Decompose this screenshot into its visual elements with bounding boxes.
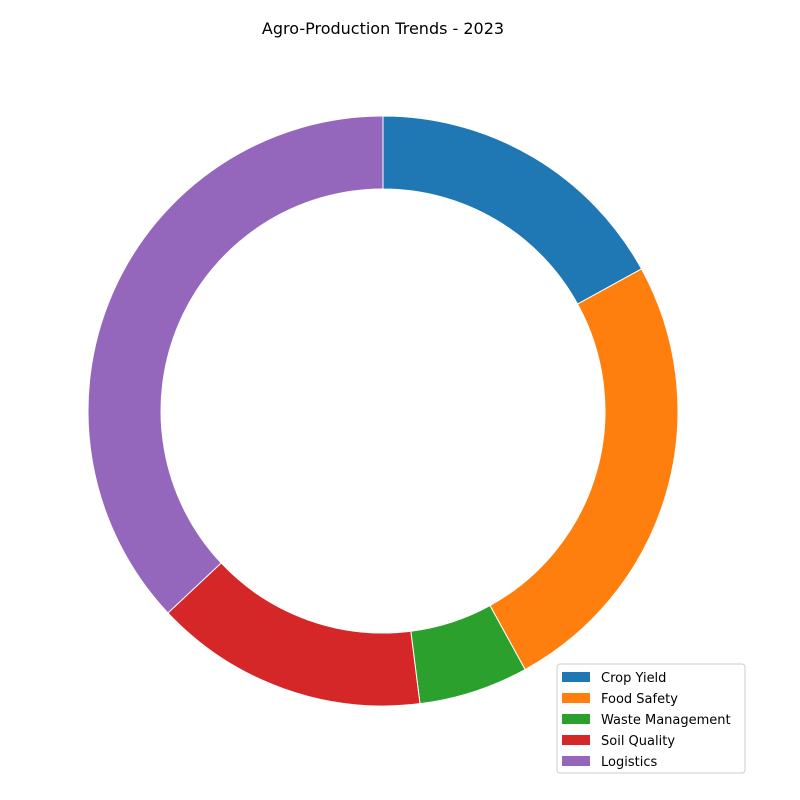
slice-crop-yield [382,115,643,305]
legend-swatch [562,714,590,724]
legend-label: Crop Yield [601,671,666,686]
slice-soil-quality [167,562,421,707]
legend-label: Food Safety [601,692,678,707]
chart-title: Agro-Production Trends - 2023 [262,19,504,38]
legend-label: Waste Management [601,713,731,728]
legend-frame [556,663,746,774]
legend-label: Soil Quality [601,734,675,749]
legend-swatch [562,693,590,703]
legend: Crop Yield Food Safety Waste Management Soi… [556,663,746,774]
legend-label: Logistics [601,755,657,770]
slice-logistics [87,115,384,614]
legend-swatch [562,735,590,745]
slice-food-safety [489,268,679,671]
donut-slices [87,115,679,707]
legend-swatch [562,756,590,766]
legend-swatch [562,672,590,682]
